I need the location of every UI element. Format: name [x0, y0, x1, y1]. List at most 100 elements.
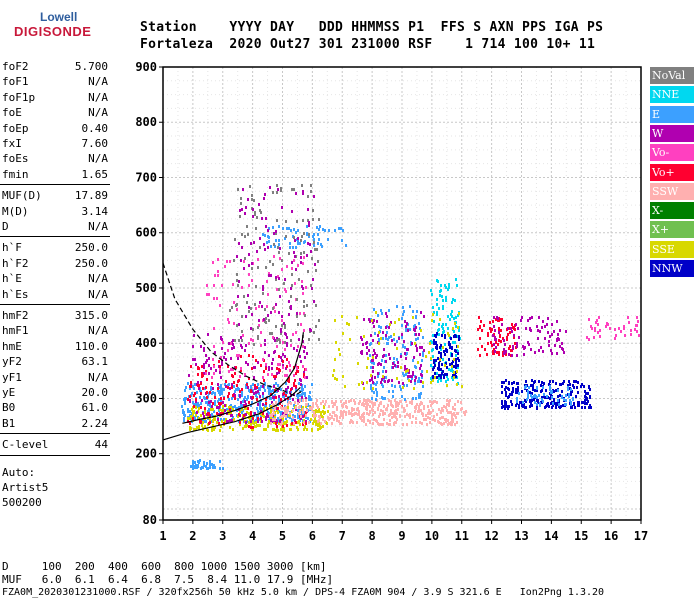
data-point: [493, 348, 495, 351]
data-point: [537, 329, 539, 332]
data-point: [358, 402, 360, 405]
data-point: [269, 387, 271, 390]
data-point: [313, 241, 315, 244]
data-point: [430, 364, 432, 367]
param-value: 17.89: [74, 189, 108, 203]
data-point: [477, 348, 479, 351]
data-point: [560, 383, 562, 386]
data-point: [389, 357, 391, 360]
data-point: [531, 398, 533, 401]
data-point: [205, 386, 207, 389]
data-point: [322, 400, 324, 403]
data-point: [382, 413, 384, 416]
data-point: [227, 420, 229, 423]
data-point: [299, 378, 301, 381]
data-point: [479, 325, 481, 328]
data-point: [197, 464, 199, 467]
data-point: [491, 328, 493, 331]
data-point: [321, 245, 323, 248]
data-point: [381, 383, 383, 386]
data-point: [394, 399, 396, 402]
data-point: [412, 373, 414, 376]
data-point: [389, 419, 391, 422]
data-point: [233, 385, 235, 388]
data-point: [264, 389, 266, 392]
param-value: 0.40: [81, 121, 109, 135]
data-point: [382, 331, 384, 334]
data-point: [419, 367, 421, 370]
data-point: [521, 390, 523, 393]
data-point: [248, 306, 250, 309]
data-point: [578, 401, 580, 404]
data-point: [256, 386, 258, 389]
data-point: [228, 321, 230, 324]
data-point: [259, 424, 261, 427]
data-point: [268, 272, 270, 275]
data-point: [390, 411, 392, 414]
data-point: [296, 315, 298, 318]
data-point: [222, 412, 224, 415]
data-point: [442, 409, 444, 412]
data-point: [290, 428, 292, 431]
data-point: [250, 390, 252, 393]
data-point: [278, 288, 280, 291]
param-row: B1 2.24: [2, 417, 108, 432]
data-point: [451, 365, 453, 368]
data-point: [453, 358, 455, 361]
data-point: [451, 362, 453, 365]
data-point: [441, 325, 443, 328]
data-point: [575, 395, 577, 398]
data-point: [278, 397, 280, 400]
legend-item: X-: [650, 202, 694, 220]
data-point: [412, 310, 414, 313]
data-point: [224, 265, 226, 268]
param-row: hmF2 315.0: [2, 309, 108, 324]
data-point: [294, 282, 296, 285]
data-point: [275, 303, 277, 306]
data-point: [209, 417, 211, 420]
data-point: [455, 354, 457, 357]
param-key: fxI: [2, 137, 22, 150]
data-point: [317, 406, 319, 409]
data-point: [430, 289, 432, 292]
data-point: [503, 348, 505, 351]
data-point: [378, 415, 380, 418]
data-point: [293, 228, 295, 231]
data-point: [395, 421, 397, 424]
data-point: [448, 343, 450, 346]
data-point: [278, 355, 280, 358]
data-point: [577, 391, 579, 394]
data-point: [294, 379, 296, 382]
data-point: [502, 337, 504, 340]
data-point: [184, 389, 186, 392]
data-point: [388, 399, 390, 402]
data-point: [433, 320, 435, 323]
data-point: [219, 408, 221, 411]
data-point: [415, 417, 417, 420]
data-point: [303, 350, 305, 353]
data-point: [201, 424, 203, 427]
data-point: [275, 375, 277, 378]
data-point: [505, 353, 507, 356]
data-point: [278, 239, 280, 242]
data-point: [205, 361, 207, 364]
data-point: [457, 314, 459, 317]
data-point: [390, 335, 392, 338]
data-point: [555, 389, 557, 392]
data-point: [385, 312, 387, 315]
data-point: [457, 326, 459, 329]
data-point: [316, 226, 318, 229]
data-point: [255, 421, 257, 424]
data-point: [501, 385, 503, 388]
data-point: [313, 411, 315, 414]
data-point: [255, 307, 257, 310]
data-point: [543, 393, 545, 396]
data-point: [310, 418, 312, 421]
data-point: [239, 390, 241, 393]
data-point: [198, 404, 200, 407]
data-point: [293, 188, 295, 191]
data-point: [225, 385, 227, 388]
data-point: [185, 397, 187, 400]
data-point: [275, 401, 277, 404]
data-point: [382, 355, 384, 358]
